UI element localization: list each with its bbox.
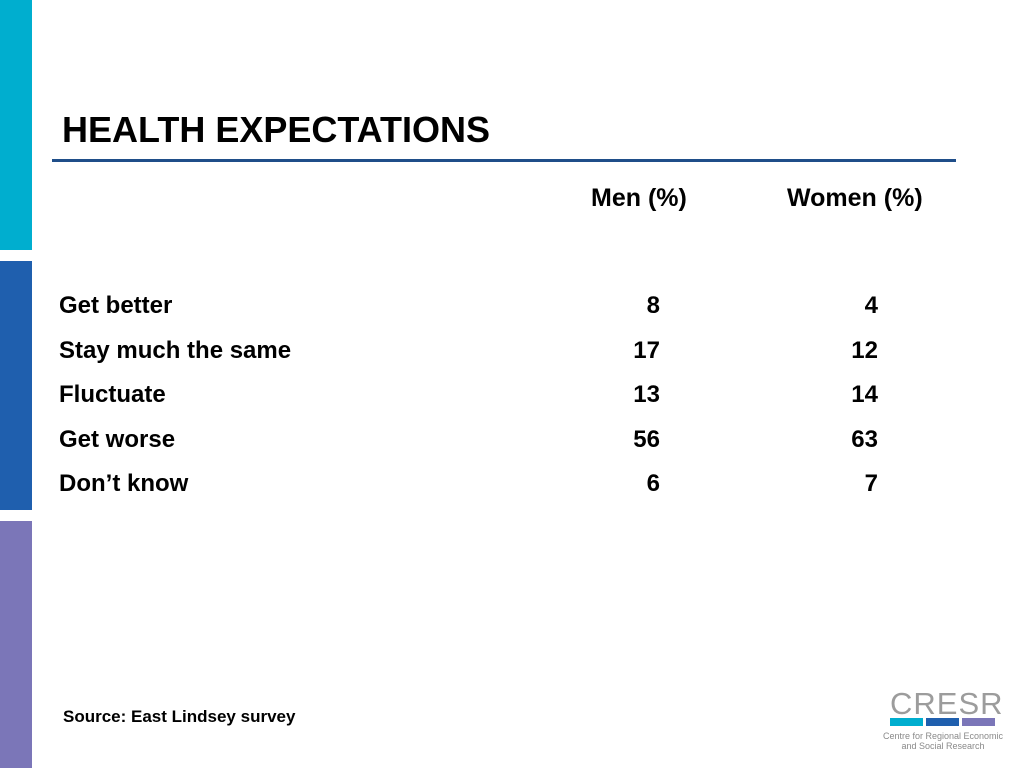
cell-women: 7 [864, 470, 878, 497]
logo-stripe-cyan [890, 718, 923, 726]
row-label: Get better [59, 292, 173, 319]
logo-subtitle: Centre for Regional Economic and Social … [874, 731, 1012, 751]
row-label: Stay much the same [59, 336, 292, 364]
cresr-logo: CRESR Centre for Regional Economic and S… [874, 688, 1004, 752]
data-table: Get better 8 4 Stay much the same 17 12 … [59, 288, 939, 511]
side-bar-purple [0, 521, 32, 768]
table-row: Stay much the same 17 12 [59, 333, 939, 378]
row-label: Don’t know [59, 470, 189, 497]
cell-men: 13 [633, 381, 660, 408]
cell-men: 56 [633, 425, 660, 453]
side-bar-blue [0, 261, 32, 510]
logo-stripe-blue [926, 718, 959, 726]
cell-women: 12 [851, 336, 878, 364]
slide-title: HEALTH EXPECTATIONS [62, 109, 491, 150]
column-header-men: Men (%) [591, 184, 687, 212]
table-row: Fluctuate 13 14 [59, 377, 939, 422]
cell-women: 14 [851, 381, 878, 408]
side-bar-cyan [0, 0, 32, 250]
table-row: Don’t know 6 7 [59, 466, 939, 511]
logo-wordmark: CRESR [890, 686, 1004, 721]
cell-women: 63 [851, 425, 878, 453]
cell-men: 6 [646, 470, 660, 497]
logo-stripe-purple [962, 718, 995, 726]
cell-men: 17 [633, 336, 660, 364]
logo-subtitle-line-2: and Social Research [901, 741, 985, 751]
column-header-women: Women (%) [787, 184, 923, 212]
row-label: Get worse [59, 425, 176, 453]
source-note: Source: East Lindsey survey [63, 707, 296, 726]
title-underline [52, 159, 956, 162]
logo-subtitle-line-1: Centre for Regional Economic [882, 731, 1004, 741]
table-row: Get better 8 4 [59, 288, 939, 333]
row-label: Fluctuate [59, 381, 166, 408]
table-row: Get worse 56 63 [59, 422, 939, 467]
cell-men: 8 [646, 292, 660, 319]
cell-women: 4 [864, 292, 878, 319]
